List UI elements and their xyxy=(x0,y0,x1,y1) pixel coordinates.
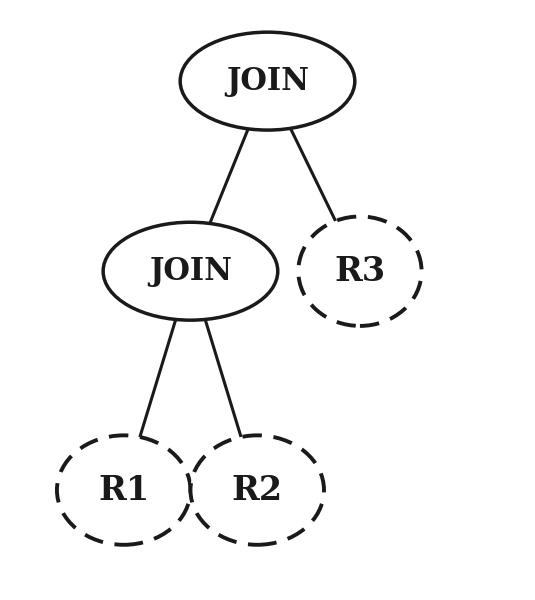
Text: R3: R3 xyxy=(334,254,386,287)
Ellipse shape xyxy=(103,222,278,320)
Text: JOIN: JOIN xyxy=(226,65,309,97)
Ellipse shape xyxy=(57,436,190,545)
Ellipse shape xyxy=(190,436,324,545)
Text: R1: R1 xyxy=(98,473,149,506)
Text: R2: R2 xyxy=(232,473,283,506)
Ellipse shape xyxy=(180,32,355,130)
Text: JOIN: JOIN xyxy=(149,256,232,287)
Ellipse shape xyxy=(299,217,422,326)
